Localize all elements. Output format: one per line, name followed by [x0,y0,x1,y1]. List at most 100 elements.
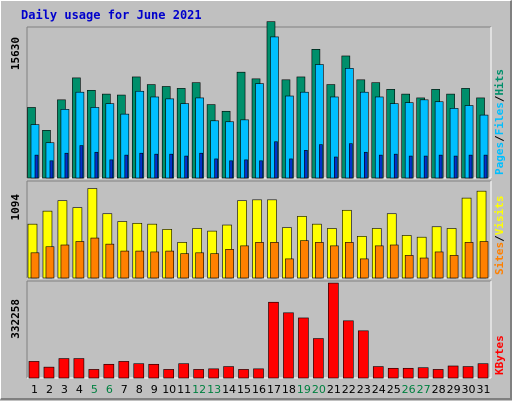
bar-pages-23 [363,151,368,179]
bar-sites-16 [255,242,264,279]
legend-visits: Visits [493,196,506,236]
bar-kbytes-9 [148,363,160,379]
x-tick-label-31: 31 [477,383,491,396]
bar-sites-7 [120,250,130,279]
bar-pages-3 [64,152,69,179]
bar-pages-12 [199,152,203,179]
bar-pages-5 [94,151,99,179]
bar-pages-21 [334,156,338,179]
bar-sites-20 [315,242,324,279]
bar-pages-28 [438,154,443,179]
bar-sites-21 [330,245,339,279]
bar-sites-27 [419,257,429,279]
bar-kbytes-3 [58,358,70,379]
x-tick-label-1: 1 [31,383,38,396]
bar-kbytes-30 [462,366,474,379]
bar-kbytes-14 [223,366,234,379]
bar-sites-13 [210,253,219,279]
panel-kbytes-bg [27,281,491,378]
bar-sites-26 [404,255,414,279]
bar-pages-20 [319,144,323,179]
bar-sites-31 [479,241,489,279]
bar-kbytes-15 [238,369,249,379]
x-tick-label-22: 22 [342,383,356,396]
x-tick-label-16: 16 [252,383,266,396]
bar-kbytes-24 [372,366,384,379]
x-tick-label-24: 24 [372,383,386,396]
bar-sites-11 [180,253,189,279]
legend-visits-sites-separator: / [493,235,506,242]
bar-kbytes-5 [88,369,100,379]
x-tick-label-29: 29 [447,383,461,396]
bar-kbytes-10 [163,369,175,379]
bar-sites-9 [150,251,160,279]
bar-sites-8 [135,250,145,279]
bar-kbytes-1 [28,361,40,379]
bar-kbytes-22 [343,320,354,379]
x-tick-label-25: 25 [387,383,401,396]
bar-kbytes-16 [253,368,264,379]
bar-sites-17 [270,242,279,279]
bar-kbytes-12 [193,369,204,379]
x-tick-label-17: 17 [267,383,281,396]
bar-pages-16 [259,160,263,179]
bar-kbytes-7 [118,361,130,379]
bar-pages-22 [349,143,353,179]
y-tick-hits: 15630 [9,37,22,70]
bar-kbytes-26 [402,367,414,379]
y-tick-kbytes: 332258 [9,299,22,339]
x-tick-label-14: 14 [222,383,236,396]
bar-sites-28 [434,251,444,279]
bar-sites-1 [30,252,40,279]
x-tick-label-28: 28 [432,383,446,396]
legend-sites: Sites [493,242,506,275]
x-tick-label-8: 8 [136,383,143,396]
bar-pages-2 [49,160,54,179]
bar-kbytes-21 [328,282,339,379]
bar-kbytes-20 [313,338,324,379]
x-tick-label-26: 26 [402,383,416,396]
bar-sites-2 [45,246,55,279]
legend-hits-files-pages: Pages/Files/Hits [493,69,506,175]
bar-sites-25 [389,244,399,279]
legend-kbytes-text: KBytes [493,335,506,375]
x-tick-label-18: 18 [282,383,296,396]
x-tick-label-11: 11 [177,383,191,396]
bar-kbytes-19 [298,317,309,379]
bar-pages-8 [139,152,144,179]
bar-pages-26 [408,155,413,179]
bar-pages-30 [468,154,473,179]
x-tick-label-19: 19 [297,383,311,396]
bar-pages-15 [244,159,248,179]
x-tick-label-6: 6 [106,383,113,396]
x-tick-label-10: 10 [162,383,176,396]
legend-visits-sites-text: Sites/Visits [493,196,506,276]
legend-hits: Hits [493,69,506,96]
legend-pages: Pages [493,142,506,175]
legend-files: Files [493,102,506,135]
bar-kbytes-6 [103,363,115,379]
bar-kbytes-28 [432,369,444,379]
bar-kbytes-27 [417,367,429,379]
bar-kbytes-2 [43,366,55,379]
bar-sites-10 [165,250,175,279]
bar-pages-14 [229,160,233,179]
bar-sites-12 [195,252,204,279]
x-tick-label-2: 2 [46,383,53,396]
bar-pages-6 [109,159,114,179]
bar-sites-5 [90,237,100,279]
bar-sites-3 [60,244,70,279]
bar-pages-31 [483,154,488,179]
bar-sites-29 [449,255,459,279]
legend-hits-files-pages-separator: / [493,95,506,102]
bar-sites-6 [105,243,115,279]
x-tick-label-21: 21 [327,383,341,396]
bar-sites-18 [285,258,294,279]
bar-kbytes-25 [387,367,399,379]
bar-kbytes-17 [268,301,279,379]
bar-pages-11 [184,155,188,179]
bar-pages-19 [304,150,308,179]
bar-sites-15 [240,245,249,279]
bar-sites-19 [300,240,309,279]
